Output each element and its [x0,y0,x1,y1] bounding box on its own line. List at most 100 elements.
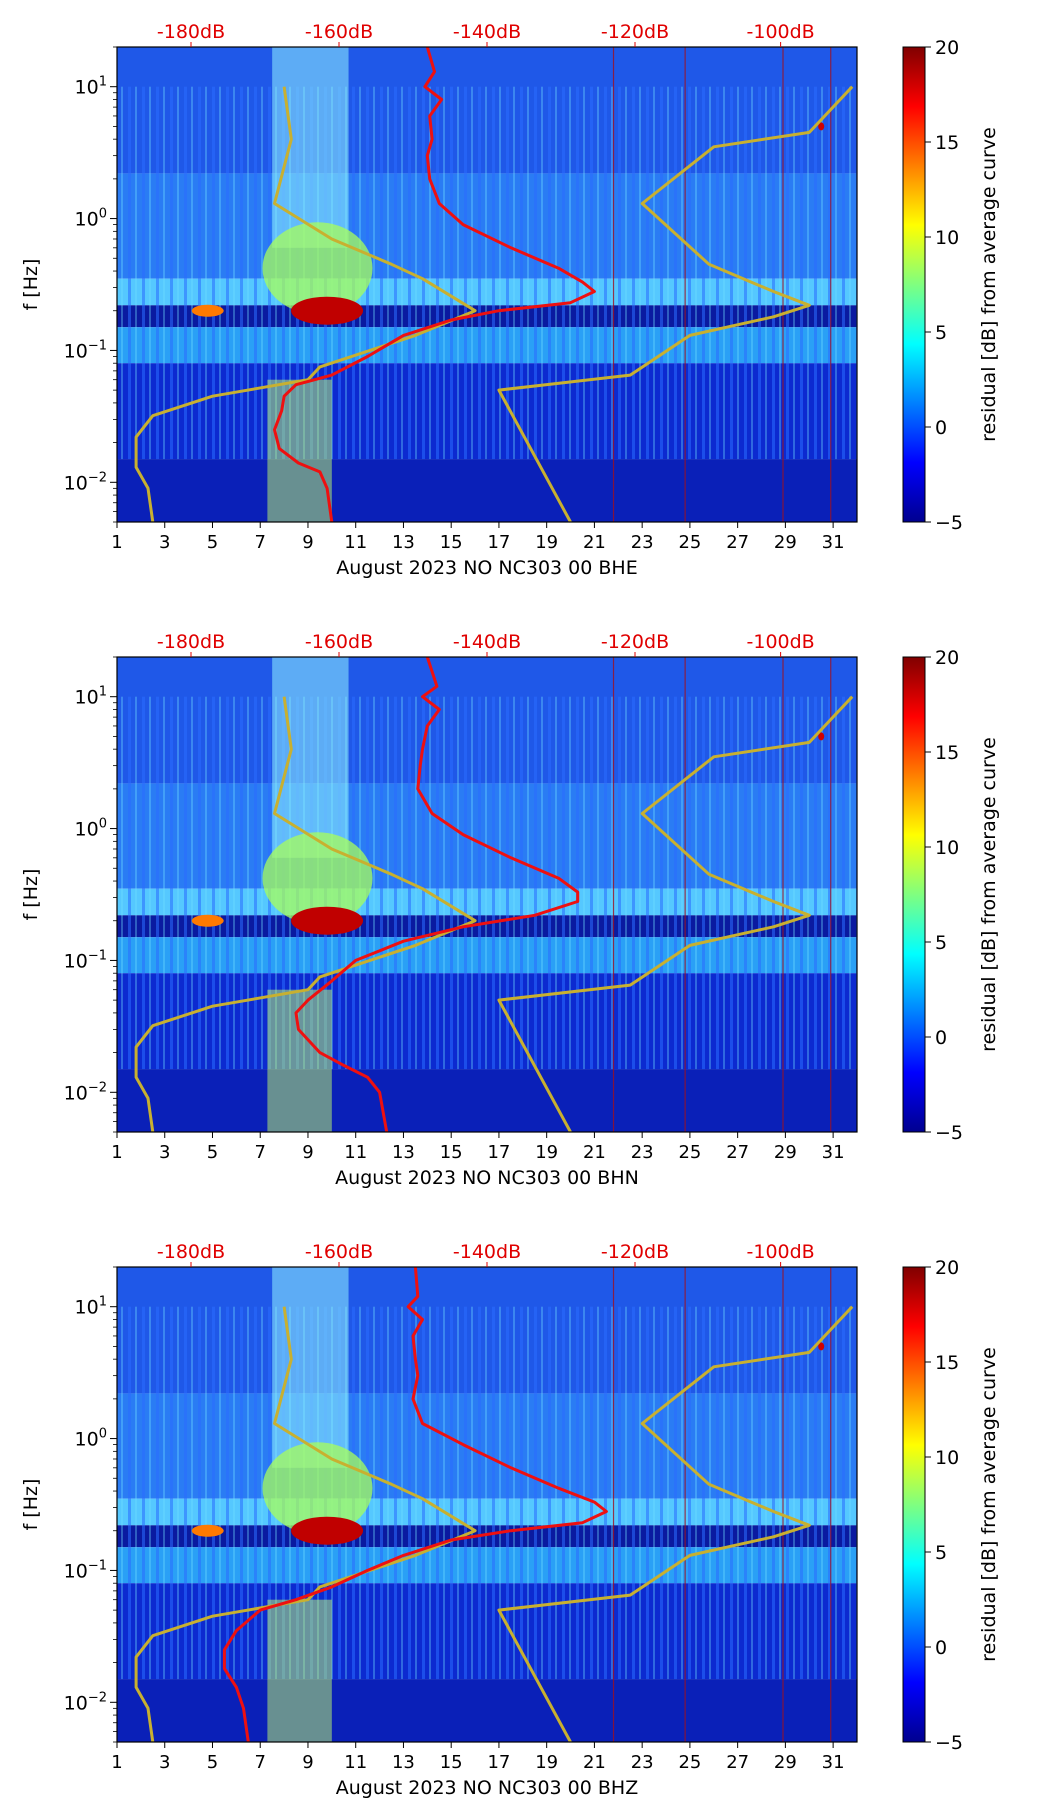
x-axis-label: August 2023 NO NC303 00 BHE [336,557,637,579]
top-db-label: -160dB [305,631,373,653]
spectrogram-band-7 [117,1069,857,1132]
colorbar-tick-label: 5 [935,932,947,954]
y-tick-label: 10−2 [64,1690,107,1714]
spectrogram-microseism-peak [291,1516,364,1545]
y-tick-label: 10−2 [64,470,107,494]
x-tick-label: 31 [822,1142,845,1163]
noise-model-curve-2 [497,1305,854,1743]
noise-model-curve-2 [497,85,854,523]
x-tick-label: 27 [726,532,749,553]
x-tick-label: 21 [583,1142,606,1163]
x-tick-label: 31 [822,1752,845,1773]
x-tick-label: 3 [159,1752,170,1773]
x-tick-label: 25 [678,532,701,553]
x-tick-label: 29 [774,1142,797,1163]
top-db-axis: -180dB -160dB -140dB -120dB -100dB [157,631,815,657]
colorbar-tick-label: −5 [935,1732,963,1754]
spectrogram-hotspot [191,304,224,317]
spectrogram-hotspot [191,1524,224,1537]
x-tick-label: 29 [774,1752,797,1773]
spectrogram-band-7 [117,1679,857,1742]
x-tick-label: 1 [111,1752,122,1773]
x-tick-label: 19 [535,532,558,553]
x-tick-label: 27 [726,1752,749,1773]
colorbar-tick-label: 20 [935,647,959,669]
top-db-label: -180dB [157,631,225,653]
spectrogram-band-7 [117,459,857,522]
x-tick-label: 5 [207,1142,218,1163]
y-axis-label: f [Hz] [20,1479,42,1531]
x-tick-label: 25 [678,1142,701,1163]
spectrogram-hotspot [818,732,825,741]
colorbar-tick-label: −5 [935,1122,963,1144]
spectrogram-stripes [117,86,857,460]
x-tick-label: 3 [159,1142,170,1163]
x-tick-label: 19 [535,1142,558,1163]
y-tick-label: 10−2 [64,1080,107,1104]
x-tick-label: 23 [631,532,654,553]
top-db-label: -120dB [601,631,669,653]
x-tick-label: 11 [344,1752,367,1773]
y-tick-label: 101 [75,1295,107,1319]
x-tick-label: 25 [678,1752,701,1773]
colorbar-tick-label: 10 [935,1447,959,1469]
x-tick-label: 9 [302,1142,313,1163]
top-db-label: -120dB [601,1241,669,1263]
spectrogram-stripes [117,1306,857,1680]
noise-model-curve-1 [134,696,477,1133]
noise-model-curve-2 [497,695,854,1133]
colorbar-tick-label: 0 [935,417,947,439]
colorbar-tick-label: 20 [935,37,959,59]
colorbar-tick-label: 0 [935,1637,947,1659]
x-tick-label: 29 [774,532,797,553]
x-tick-label: 23 [631,1142,654,1163]
median-psd-curve [222,1266,608,1743]
colorbar-tick-label: 10 [935,227,959,249]
x-tick-label: 11 [344,1142,367,1163]
x-tick-label: 7 [254,1752,265,1773]
x-tick-label: 7 [254,532,265,553]
colorbar: 20 15 10 5 0 −5 residual [dB] from average cur… [902,647,1000,1144]
y-tick-label: 100 [75,817,107,841]
x-tick-label: 13 [392,1752,415,1773]
y-tick-label: 100 [75,1427,107,1451]
y-tick-label: 10−1 [64,948,107,972]
x-tick-label: 13 [392,532,415,553]
top-db-label: -100dB [747,1241,815,1263]
x-tick-label: 7 [254,1142,265,1163]
x-tick-label: 9 [302,532,313,553]
colorbar-tick-label: 15 [935,132,959,154]
x-tick-label: 5 [207,532,218,553]
colorbar-label: residual [dB] from average curve [978,127,1000,442]
x-tick-label: 15 [440,1752,463,1773]
y-tick-label: 101 [75,75,107,99]
y-axis: 101 100 10−1 10−2 f [Hz] [20,656,117,1133]
x-tick-label: 21 [583,1752,606,1773]
spectrogram-background [117,657,857,1132]
x-tick-label: 1 [111,532,122,553]
top-db-label: -140dB [453,631,521,653]
spectrogram-microseism-peak [291,296,364,325]
colorbar-tick-label: 0 [935,1027,947,1049]
x-tick-label: 17 [487,1142,510,1163]
x-tick-label: 23 [631,1752,654,1773]
spectrogram-background [117,47,857,522]
top-db-axis: -180dB -160dB -140dB -120dB -100dB [157,21,815,47]
spectrogram-low-frequency-column [267,989,332,1132]
spectrogram-high-energy-column [272,1267,349,1468]
top-db-label: -180dB [157,1241,225,1263]
x-axis-label: August 2023 NO NC303 00 BHZ [336,1777,638,1799]
colorbar-label: residual [dB] from average curve [978,1347,1000,1662]
colorbar-tick-label: −5 [935,512,963,534]
y-axis: 101 100 10−1 10−2 f [Hz] [20,46,117,523]
spectrogram-microseism-peak [291,906,364,935]
median-psd-curve [294,656,580,1133]
